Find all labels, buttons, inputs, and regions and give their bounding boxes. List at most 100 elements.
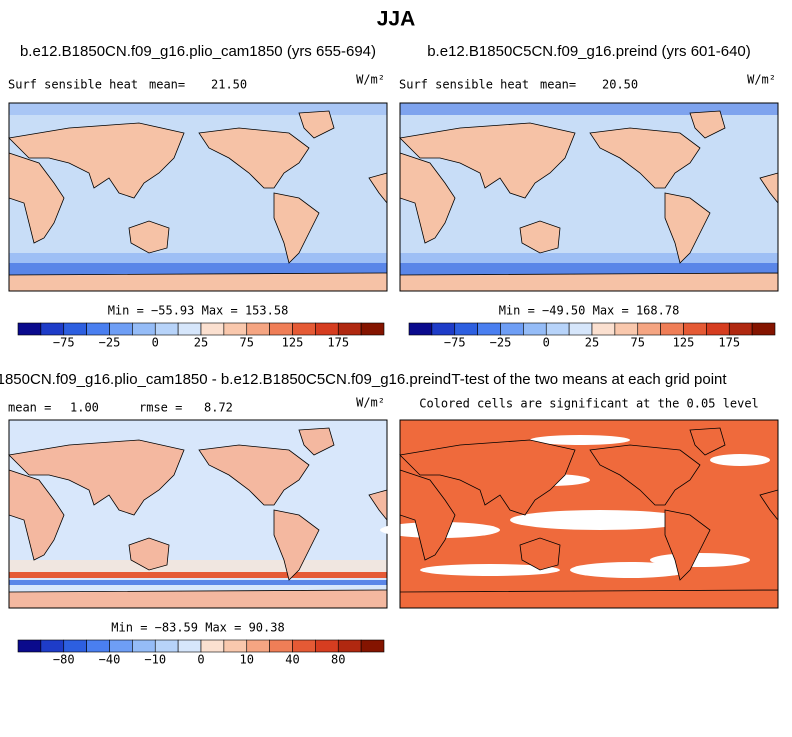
colorbar-box — [431, 322, 456, 336]
colorbar-box — [728, 322, 753, 336]
colorbar-box — [751, 322, 776, 336]
map-frame — [8, 419, 388, 609]
continent — [399, 439, 576, 516]
colorbar-tick-label: −75 — [53, 336, 75, 350]
rmse-value: 8.72 — [204, 401, 233, 415]
colorbar-tick-label: −25 — [490, 336, 512, 350]
units: W/m² — [356, 73, 385, 87]
colorbar-tick-label: 80 — [331, 653, 345, 667]
colorbar-box — [292, 639, 316, 653]
colorbar-box — [614, 322, 639, 336]
continent — [198, 127, 310, 189]
mean-value: 21.50 — [211, 78, 247, 92]
continent — [8, 152, 65, 244]
rmse-label: rmse = — [139, 401, 182, 415]
colorbar-box — [337, 322, 362, 336]
panel-title: T-test of the two means at each grid poi… — [451, 371, 727, 388]
mean-value: 1.00 — [70, 401, 99, 415]
map — [380, 419, 779, 609]
colorbar-box — [360, 322, 385, 336]
colorbar-box — [454, 322, 478, 336]
continent — [399, 122, 576, 199]
min-max: Min = −83.59 Max = 90.38 — [111, 621, 284, 635]
colorbar-box — [408, 322, 433, 336]
colorbar-tick-label: 10 — [240, 653, 254, 667]
colorbar-box — [637, 322, 661, 336]
colorbar-box — [545, 322, 570, 336]
map — [8, 102, 388, 292]
continent — [664, 509, 711, 581]
continent — [519, 537, 561, 571]
colorbar-tick-label: −80 — [53, 653, 75, 667]
continent — [273, 509, 320, 581]
colorbar-box — [132, 639, 156, 653]
colorbar-box — [177, 322, 202, 336]
colorbar-box — [568, 322, 593, 336]
colorbar-box — [200, 639, 225, 653]
colorbar-tick-label: 0 — [197, 653, 204, 667]
colorbar-tick-label: 75 — [240, 336, 254, 350]
colorbar-box — [154, 322, 179, 336]
map — [8, 419, 388, 609]
zonal-band — [400, 253, 778, 263]
continent — [589, 127, 701, 189]
colorbar-tick-label: −25 — [99, 336, 121, 350]
colorbar-tick-label: 25 — [585, 336, 599, 350]
map-frame — [399, 419, 779, 609]
variable-name: Surf sensible heat — [399, 78, 529, 92]
colorbar-box — [223, 322, 248, 336]
continent — [8, 439, 185, 516]
continent — [8, 122, 185, 199]
colorbar-box — [132, 322, 156, 336]
continent — [399, 589, 779, 609]
non-significant — [570, 562, 690, 578]
non-significant — [710, 454, 770, 466]
colorbar-box — [177, 639, 202, 653]
continent — [273, 192, 320, 264]
units: W/m² — [747, 73, 776, 87]
mean-label: mean= — [149, 78, 185, 92]
colorbar-box — [500, 322, 524, 336]
colorbar-box — [40, 322, 65, 336]
non-significant — [510, 510, 690, 530]
colorbar-tick-label: 0 — [152, 336, 159, 350]
min-max: Min = −49.50 Max = 168.78 — [499, 304, 680, 318]
colorbar-box — [292, 322, 316, 336]
panel-title: b.e12.B1850CN.f09_g16.plio_cam1850 (yrs … — [20, 43, 376, 60]
colorbar-box — [154, 639, 179, 653]
colorbar-tick-label: 125 — [282, 336, 304, 350]
colorbar-tick-label: 40 — [285, 653, 299, 667]
colorbar-box — [86, 639, 110, 653]
colorbar-tick-label: 175 — [327, 336, 349, 350]
zonal-band — [9, 103, 387, 115]
colorbar-box — [17, 322, 42, 336]
colorbar-box — [660, 322, 684, 336]
continent — [689, 110, 726, 139]
colorbar-box — [86, 322, 110, 336]
continent — [399, 152, 456, 244]
zonal-band — [9, 572, 387, 578]
continent — [198, 444, 310, 506]
colorbar-tick-label: 25 — [194, 336, 208, 350]
continent — [689, 427, 726, 456]
continent — [589, 444, 701, 506]
continent — [399, 272, 779, 292]
colorbar-box — [360, 639, 385, 653]
colorbar-box — [200, 322, 225, 336]
colorbar-box — [17, 639, 42, 653]
map-frame — [8, 102, 388, 292]
units: W/m² — [356, 396, 385, 410]
colorbar-box — [109, 322, 133, 336]
continent — [128, 537, 170, 571]
colorbar-box — [109, 639, 133, 653]
colorbar-tick-label: 125 — [673, 336, 695, 350]
colorbar-tick-label: −75 — [444, 336, 466, 350]
colorbar-box — [63, 639, 87, 653]
map-frame — [399, 102, 779, 292]
colorbar-box — [337, 639, 362, 653]
colorbar-tick-label: 0 — [543, 336, 550, 350]
continent — [8, 589, 388, 609]
min-max: Min = −55.93 Max = 153.58 — [108, 304, 289, 318]
colorbar-box — [246, 639, 270, 653]
